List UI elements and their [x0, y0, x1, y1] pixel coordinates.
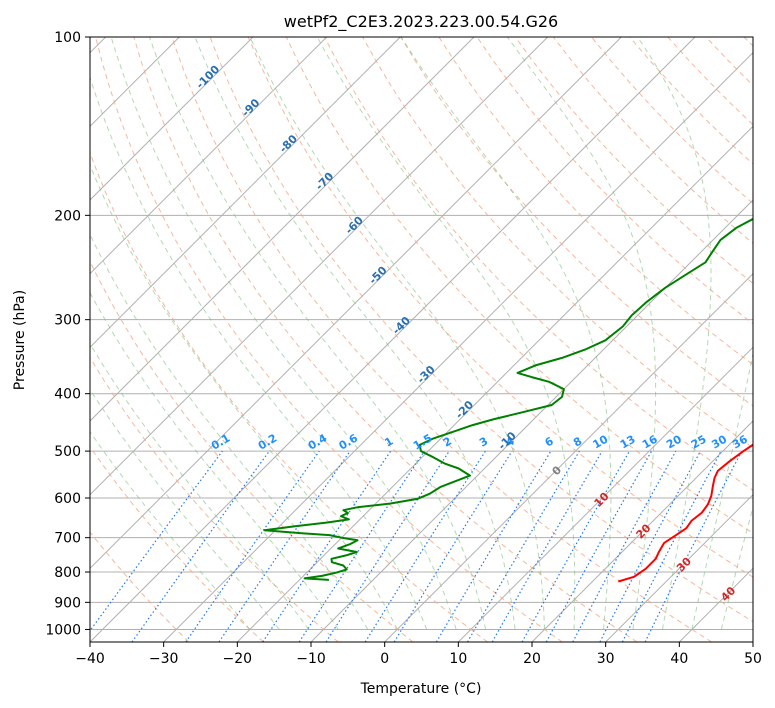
x-tick-label: 50	[744, 651, 762, 667]
moist-adiabat	[316, 37, 576, 630]
dry-adiabat	[90, 260, 414, 642]
isotherm-line	[90, 37, 475, 422]
x-tick-label: −30	[149, 651, 179, 667]
y-axis-label: Pressure (hPa)	[12, 290, 28, 390]
profile-line	[618, 443, 753, 583]
x-axis-label: Temperature (°C)	[360, 681, 482, 697]
mixing-ratio-line	[131, 450, 270, 642]
isotherm-line	[90, 37, 254, 201]
mixing-ratio-line	[545, 450, 653, 642]
dry-adiabat	[285, 37, 753, 534]
grid-layer	[90, 37, 753, 642]
isotherm-line	[90, 37, 622, 570]
y-tick-label: 1000	[45, 622, 81, 638]
x-tick-label: −40	[75, 651, 105, 667]
y-tick-label: 400	[54, 387, 81, 403]
y-axis: 100 200 300 400 500 600 700 800 900 1000	[45, 30, 90, 638]
x-tick-label: −20	[223, 651, 253, 667]
mixing-ratio-line	[393, 450, 513, 642]
dry-adiabat	[209, 37, 753, 623]
moist-adiabat	[110, 37, 457, 630]
y-tick-label: 500	[54, 444, 81, 460]
y-tick-label: 100	[54, 30, 81, 46]
moist-adiabat	[249, 37, 546, 630]
dry-adiabat	[90, 531, 190, 642]
isotherm-line	[457, 346, 753, 642]
isotherm-line	[236, 125, 753, 642]
moist-adiabat	[506, 37, 657, 630]
dry-adiabat	[133, 37, 638, 642]
series-layer	[263, 217, 753, 583]
chart-title: wetPf2_C2E3.2023.223.00.54.G26	[284, 12, 558, 32]
dry-adiabat	[400, 37, 753, 407]
x-tick-label: 40	[670, 651, 688, 667]
mixing-ratio-line	[644, 450, 743, 642]
isotherm-line	[163, 51, 753, 642]
dry-adiabat	[95, 37, 563, 642]
x-tick-label: 30	[597, 651, 615, 667]
dry-adiabat	[247, 37, 753, 578]
mixing-ratio-line	[325, 450, 450, 642]
moist-adiabat	[90, 76, 428, 630]
mixing-ratio-line	[90, 450, 223, 632]
dry-adiabat	[171, 37, 712, 642]
dry-adiabat	[514, 37, 753, 285]
moist-adiabat	[400, 37, 612, 630]
mixing-ratio-line	[298, 450, 425, 642]
y-tick-label: 200	[54, 208, 81, 224]
moist-adiabat	[90, 163, 398, 630]
isotherm-line	[90, 37, 401, 349]
x-tick-label: 10	[449, 651, 467, 667]
dry-adiabat	[90, 445, 264, 642]
moist-adiabat	[149, 37, 487, 630]
dry-adiabat	[362, 37, 753, 449]
y-tick-label: 300	[54, 313, 81, 329]
x-tick-label: −10	[296, 651, 326, 667]
moist-adiabat	[90, 342, 310, 630]
plot-frame	[89, 36, 754, 643]
x-tick-label: 0	[380, 651, 389, 667]
moist-adiabat	[90, 430, 251, 630]
dry-adiabat	[90, 356, 339, 642]
mixing-ratio-line	[521, 450, 631, 642]
y-tick-label: 800	[54, 565, 81, 581]
moist-adiabat	[90, 388, 280, 630]
moist-adiabat	[691, 350, 753, 630]
moist-adiabat	[637, 37, 712, 630]
x-tick-label: 20	[523, 651, 541, 667]
y-tick-label: 700	[54, 531, 81, 547]
moist-adiabat	[194, 37, 516, 630]
dry-adiabat	[90, 151, 488, 642]
isotherm-line	[384, 272, 753, 642]
isotherm-line	[531, 420, 753, 642]
mixing-ratio-line	[218, 450, 351, 642]
mixing-ratio-line	[572, 450, 677, 642]
y-tick-label: 600	[54, 491, 81, 507]
isotherm-line	[605, 493, 753, 642]
mixing-ratio-line	[185, 450, 320, 642]
mixing-ratio-line	[262, 450, 392, 642]
profile-line	[263, 217, 753, 581]
isotherm-line	[90, 37, 549, 496]
y-tick-label: 900	[54, 595, 81, 611]
x-axis: −40 −30 −20 −10 0 10 20 30 40 50	[75, 642, 762, 667]
isotherm-line	[90, 37, 696, 642]
isotherm-line	[90, 37, 328, 275]
